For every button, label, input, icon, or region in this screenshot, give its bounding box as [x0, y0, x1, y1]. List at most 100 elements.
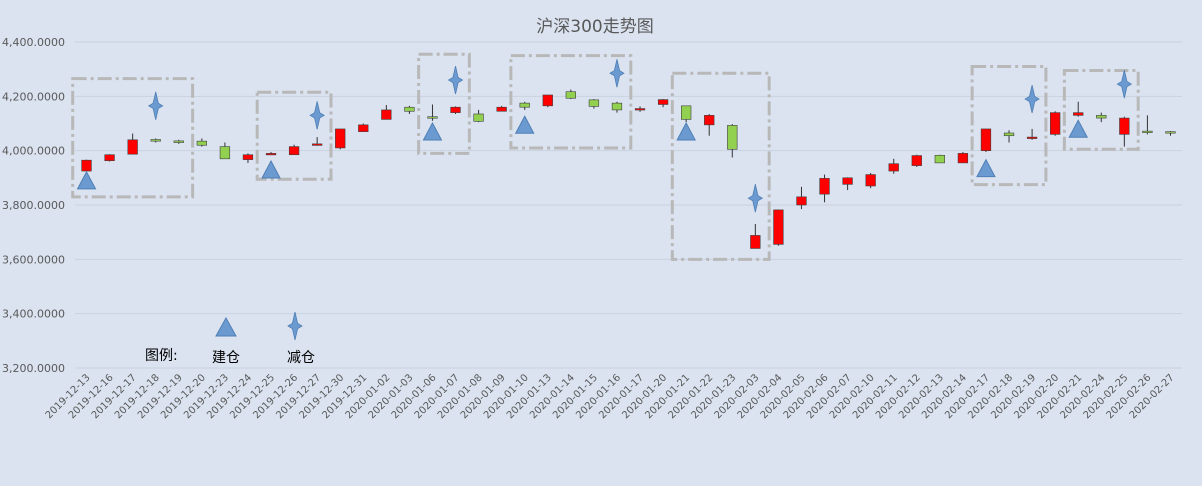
highlight-box	[670, 71, 771, 261]
candle-body	[104, 154, 115, 162]
candle	[750, 224, 761, 249]
y-tick-label: 4,200.0000	[2, 90, 65, 103]
legend: 图例: 建仓 减仓	[145, 311, 315, 366]
highlight-box	[71, 77, 195, 199]
candle-body	[611, 102, 623, 111]
y-tick-label: 4,400.0000	[2, 36, 65, 49]
reduce-marker	[1024, 84, 1040, 114]
candle-body	[404, 106, 415, 112]
candle-body	[1026, 136, 1038, 139]
candle	[681, 105, 692, 123]
candle-body	[980, 128, 992, 151]
candle-body	[1119, 117, 1130, 135]
candle-body	[588, 99, 600, 107]
legend-title: 图例:	[145, 348, 178, 364]
candle	[1165, 131, 1176, 136]
candle	[519, 101, 530, 110]
candle	[957, 152, 969, 164]
reduce-marker	[1116, 70, 1133, 99]
candle	[980, 128, 992, 153]
candle-body	[888, 163, 899, 172]
highlight-boxes	[71, 52, 1140, 261]
y-tick-label: 3,800.0000	[2, 199, 65, 212]
reduce-marker	[747, 184, 764, 213]
candle	[796, 186, 807, 210]
candle-body	[681, 105, 692, 120]
candle-body	[773, 209, 784, 245]
reduce-marker	[147, 91, 164, 120]
star-icon	[287, 311, 303, 341]
legend-label-reduce: 减仓	[287, 350, 315, 366]
chart-title: 沪深300走势图	[536, 17, 653, 37]
candle-body	[727, 125, 738, 150]
candle-body	[1142, 130, 1153, 133]
candle	[657, 99, 669, 108]
candle	[1096, 112, 1107, 123]
candle-body	[1165, 131, 1176, 134]
candle	[450, 106, 461, 114]
legend-label-build: 建仓	[212, 350, 240, 366]
candle	[242, 153, 254, 163]
highlight-box	[417, 52, 471, 155]
build-marker	[261, 159, 281, 179]
candle-body	[957, 153, 969, 164]
candle	[888, 158, 899, 174]
candle	[819, 174, 830, 203]
candle-body	[819, 178, 830, 195]
candle	[704, 113, 715, 136]
candle	[634, 106, 646, 112]
y-tick-label: 3,200.0000	[2, 362, 65, 375]
highlight-box	[970, 64, 1048, 187]
highlight-box	[255, 90, 333, 181]
candle	[1003, 130, 1015, 143]
candle-body	[865, 174, 876, 187]
candle-body	[704, 115, 715, 126]
candle-body	[542, 94, 553, 107]
candle-body	[1073, 112, 1084, 116]
candle-body	[312, 143, 323, 146]
candle	[1119, 116, 1130, 147]
legend-item-reduce: 减仓	[287, 311, 315, 366]
candle-body	[450, 106, 461, 113]
trade-markers	[76, 59, 1133, 213]
candle	[358, 123, 369, 132]
build-marker	[422, 121, 443, 141]
reduce-marker	[309, 101, 325, 130]
candle	[404, 105, 415, 114]
candle-body	[150, 139, 161, 142]
candle-body	[519, 102, 530, 108]
candle	[1050, 111, 1061, 136]
candle	[335, 128, 346, 150]
candle	[219, 142, 231, 160]
candle	[1142, 115, 1153, 135]
candle	[773, 209, 784, 246]
candle	[842, 177, 853, 191]
candle-body	[565, 91, 576, 99]
candle	[312, 137, 323, 146]
build-marker	[514, 115, 535, 134]
candle-body	[496, 106, 507, 112]
candles	[81, 89, 1176, 249]
candle	[127, 133, 138, 155]
candle	[381, 105, 392, 120]
candle-body	[196, 140, 207, 146]
candle-body	[657, 99, 669, 105]
build-marker	[976, 158, 996, 178]
candle	[427, 104, 438, 121]
candle	[1073, 101, 1084, 117]
y-tick-label: 3,400.0000	[2, 308, 65, 321]
candle-body	[288, 146, 300, 156]
candle-body	[796, 196, 807, 206]
candle	[496, 105, 507, 112]
y-tick-label: 3,600.0000	[2, 253, 65, 266]
candle	[150, 138, 161, 143]
candle-body	[358, 124, 369, 132]
candle	[196, 138, 207, 147]
candle-body	[427, 116, 438, 119]
candle	[473, 109, 484, 123]
candle	[727, 124, 738, 158]
candle-body	[934, 154, 945, 164]
candle	[565, 89, 576, 100]
candle-body	[750, 235, 761, 249]
candle-body	[1050, 112, 1061, 135]
